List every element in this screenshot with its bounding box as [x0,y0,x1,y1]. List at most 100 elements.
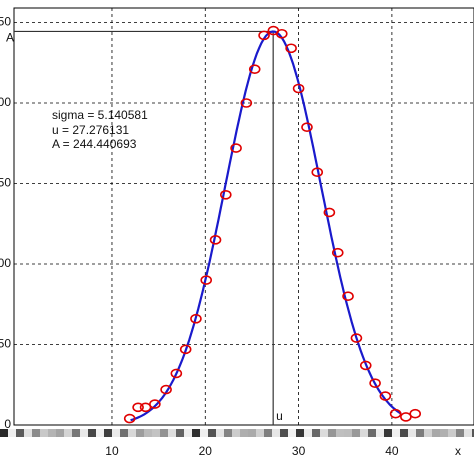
strip-cell [408,429,416,437]
strip-cell [424,429,432,437]
strip-cell [32,429,40,437]
data-point [209,235,222,245]
data-point [323,207,336,218]
strip-cell [184,429,192,437]
x-tick-label: 10 [105,444,119,458]
strip-cell [144,429,152,437]
strip-cell [352,429,360,437]
strip-cell [264,429,272,437]
strip-cell [56,429,64,437]
strip-cell [176,429,184,437]
y-tick-label: 100 [0,256,11,270]
strip-cell [112,429,120,437]
line-label: A [6,31,14,45]
data-point [139,402,152,413]
strip-cell [272,429,280,437]
strip-cell [152,429,160,437]
data-point [301,122,313,132]
strip-cell [368,429,376,437]
data-point [200,275,213,285]
strip-cell [296,429,304,437]
data-point [379,391,392,401]
data-point [311,167,324,178]
strip-cell [200,429,208,437]
strip-cell [312,429,320,437]
strip-cell [216,429,224,437]
strip-cell [384,429,392,437]
y-tick-label: 0 [4,417,11,431]
strip-cell [400,429,408,437]
strip-cell [416,429,424,437]
data-point [400,412,412,422]
strip-cell [440,429,448,437]
y-tick-label: 250 [0,15,11,29]
fit-curve [130,30,402,422]
strip-cell [88,429,96,437]
strip-cell [40,429,48,437]
y-tick-label: 150 [0,176,11,190]
strip-cell [24,429,32,437]
strip-cell [240,429,248,437]
strip-cell [376,429,384,437]
x-axis-label: x [455,444,461,458]
data-point [258,30,270,41]
strip-cell [248,429,256,437]
strip-cell [432,429,440,437]
strip-cell [80,429,88,437]
data-point [248,64,261,74]
strip-cell [448,429,456,437]
strip-cell [464,429,472,437]
strip-cell [280,429,288,437]
strip-cell [96,429,104,437]
strip-cell [224,429,232,437]
annotation: sigma = 5.140581 [52,108,148,122]
strip-cell [232,429,240,437]
data-point [389,408,402,419]
strip-cell [168,429,176,437]
data-point [369,378,381,388]
strip-cell [8,429,16,437]
strip-cell [336,429,344,437]
strip-cell [360,429,368,437]
strip-cell [48,429,56,437]
strip-cell [192,429,200,437]
data-point [220,189,232,200]
strip-cell [16,429,24,437]
strip-cell [328,429,336,437]
data-point [342,291,354,301]
data-point [275,28,288,39]
strip-cell [320,429,328,437]
strip-cell [256,429,264,437]
data-point [123,413,136,424]
y-tick-label: 50 [0,337,11,351]
data-point [149,399,161,409]
annotation: A = 244.440693 [52,137,137,151]
strip-cell [288,429,296,437]
strip-cell [104,429,112,437]
strip-cell [128,429,136,437]
strip-cell [344,429,352,437]
x-tick-label: 40 [385,444,399,458]
data-point [359,360,372,371]
strip-cell [160,429,168,437]
strip-cell [392,429,400,437]
data-point [160,384,172,395]
line-label: u [276,409,283,423]
color-strip [0,429,474,437]
data-point [409,408,422,419]
strip-cell [136,429,144,437]
data-point [179,344,192,355]
strip-cell [0,429,8,437]
data-point [240,98,253,108]
y-tick-label: 200 [0,95,11,109]
data-point [292,83,305,94]
strip-cell [456,429,464,437]
x-tick-label: 30 [292,444,306,458]
plot-frame [13,7,474,426]
strip-cell [64,429,72,437]
data-point [190,313,202,324]
strip-cell [208,429,216,437]
x-tick-label: 20 [199,444,213,458]
